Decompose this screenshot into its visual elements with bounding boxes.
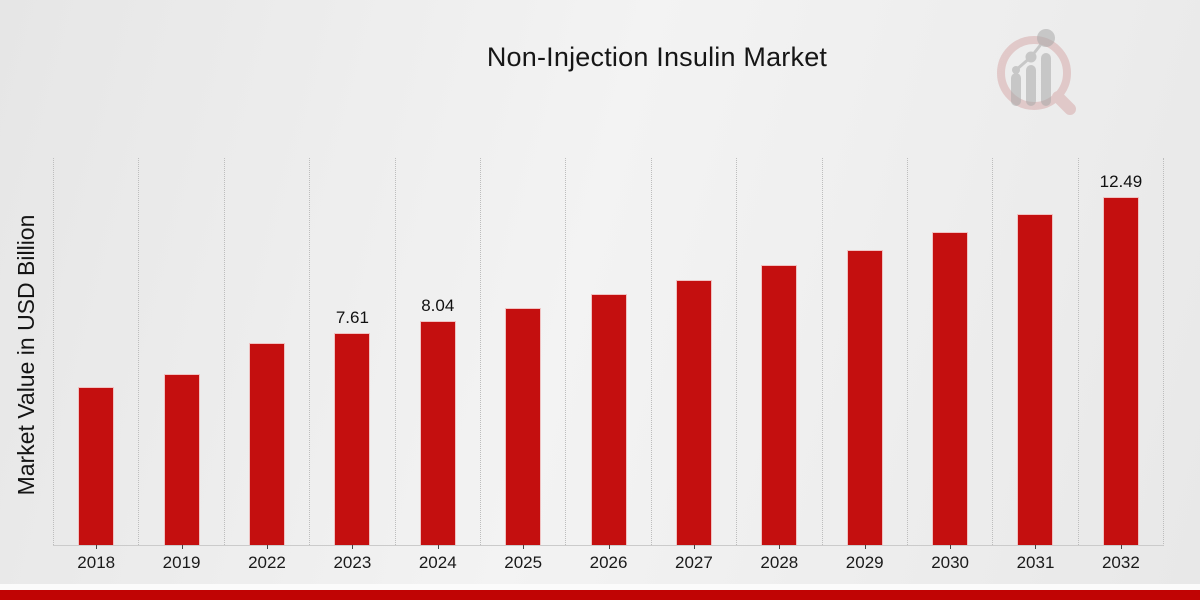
magnifier-bar-chart-icon bbox=[997, 29, 1076, 115]
x-axis-label-2027: 2027 bbox=[675, 553, 713, 572]
x-axis-label-2025: 2025 bbox=[504, 553, 543, 572]
category-column-2025: 2025 bbox=[479, 158, 565, 572]
x-axis-tick bbox=[1120, 545, 1122, 549]
category-column-2029: 2029 bbox=[821, 158, 907, 572]
x-axis-tick bbox=[1035, 545, 1037, 549]
logo-dot-small bbox=[1012, 66, 1020, 74]
category-column-2026: 2026 bbox=[565, 158, 650, 572]
x-axis-label-2031: 2031 bbox=[1016, 553, 1055, 572]
bar-value-label-2032: 12.49 bbox=[1099, 172, 1143, 191]
bar-2029 bbox=[846, 250, 883, 545]
chart-title: Non-Injection Insulin Market bbox=[486, 42, 828, 72]
bar-2022 bbox=[248, 343, 285, 545]
logo-dot-medium bbox=[1025, 51, 1037, 63]
bar-value-label-2024: 8.04 bbox=[421, 296, 455, 315]
category-column-2023: 7.61 2023 bbox=[309, 158, 394, 572]
x-axis-tick bbox=[608, 545, 610, 549]
x-axis-label-2023: 2023 bbox=[333, 553, 372, 572]
x-axis-label-2032: 2032 bbox=[1101, 553, 1140, 572]
category-column-2028: 2028 bbox=[736, 158, 821, 572]
category-column-2030: 2030 bbox=[906, 158, 992, 572]
x-axis-tick bbox=[523, 545, 525, 549]
bar-2026 bbox=[590, 294, 627, 545]
magnifier-handle bbox=[1052, 91, 1076, 115]
x-axis-tick bbox=[181, 545, 183, 549]
logo-bar-small bbox=[1011, 73, 1021, 106]
x-axis-label-2024: 2024 bbox=[418, 553, 457, 572]
bar-2030 bbox=[932, 232, 969, 545]
category-column-2018: 2018 bbox=[53, 158, 138, 572]
bar-2023 bbox=[334, 333, 371, 545]
x-axis-label-2022: 2022 bbox=[248, 553, 286, 572]
category-column-2032: 12.49 2032 bbox=[1077, 158, 1163, 572]
category-column-2027: 2027 bbox=[650, 158, 736, 572]
x-axis-tick bbox=[352, 545, 354, 549]
x-axis-tick bbox=[779, 545, 781, 549]
footer-accent-bar bbox=[0, 590, 1200, 600]
x-axis-label-2026: 2026 bbox=[589, 553, 628, 572]
x-axis-tick bbox=[950, 545, 952, 549]
x-axis-label-2018: 2018 bbox=[77, 553, 116, 572]
bar-2027 bbox=[675, 280, 712, 545]
category-column-2031: 2031 bbox=[992, 158, 1077, 572]
x-axis-label-2029: 2029 bbox=[845, 553, 884, 572]
x-axis-tick bbox=[693, 545, 695, 549]
x-axis-label-2030: 2030 bbox=[931, 553, 970, 572]
bar-2032 bbox=[1102, 197, 1139, 545]
logo-bar-medium bbox=[1026, 65, 1036, 106]
x-axis-tick bbox=[96, 545, 98, 549]
bar-2019 bbox=[163, 374, 200, 545]
brand-logo bbox=[988, 24, 1084, 120]
x-axis-tick bbox=[864, 545, 866, 549]
bar-2024 bbox=[419, 321, 456, 545]
bar-2018 bbox=[78, 387, 115, 545]
bar-value-label-2023: 7.61 bbox=[335, 308, 369, 327]
x-axis-label-2028: 2028 bbox=[760, 553, 799, 572]
bar-2028 bbox=[761, 265, 798, 545]
x-axis-tick bbox=[437, 545, 439, 549]
x-axis-label-2019: 2019 bbox=[162, 553, 201, 572]
magnifier-ring bbox=[997, 36, 1071, 110]
footer-light-band bbox=[0, 584, 1200, 590]
logo-bar-tall bbox=[1041, 53, 1051, 106]
category-column-2019: 2019 bbox=[138, 158, 223, 572]
category-column-2022: 2022 bbox=[223, 158, 309, 572]
category-column-2024: 8.04 2024 bbox=[394, 158, 480, 572]
bar-2025 bbox=[505, 308, 542, 545]
x-axis-tick bbox=[266, 545, 268, 549]
plot-area: 2018 2019 2022 7.61 2023 8.04 2024 2025 2026 2027… bbox=[53, 158, 1164, 572]
logo-dot-large bbox=[1037, 29, 1055, 47]
y-axis-label: Market Value in USD Billion bbox=[13, 214, 39, 496]
bar-2031 bbox=[1017, 214, 1054, 545]
